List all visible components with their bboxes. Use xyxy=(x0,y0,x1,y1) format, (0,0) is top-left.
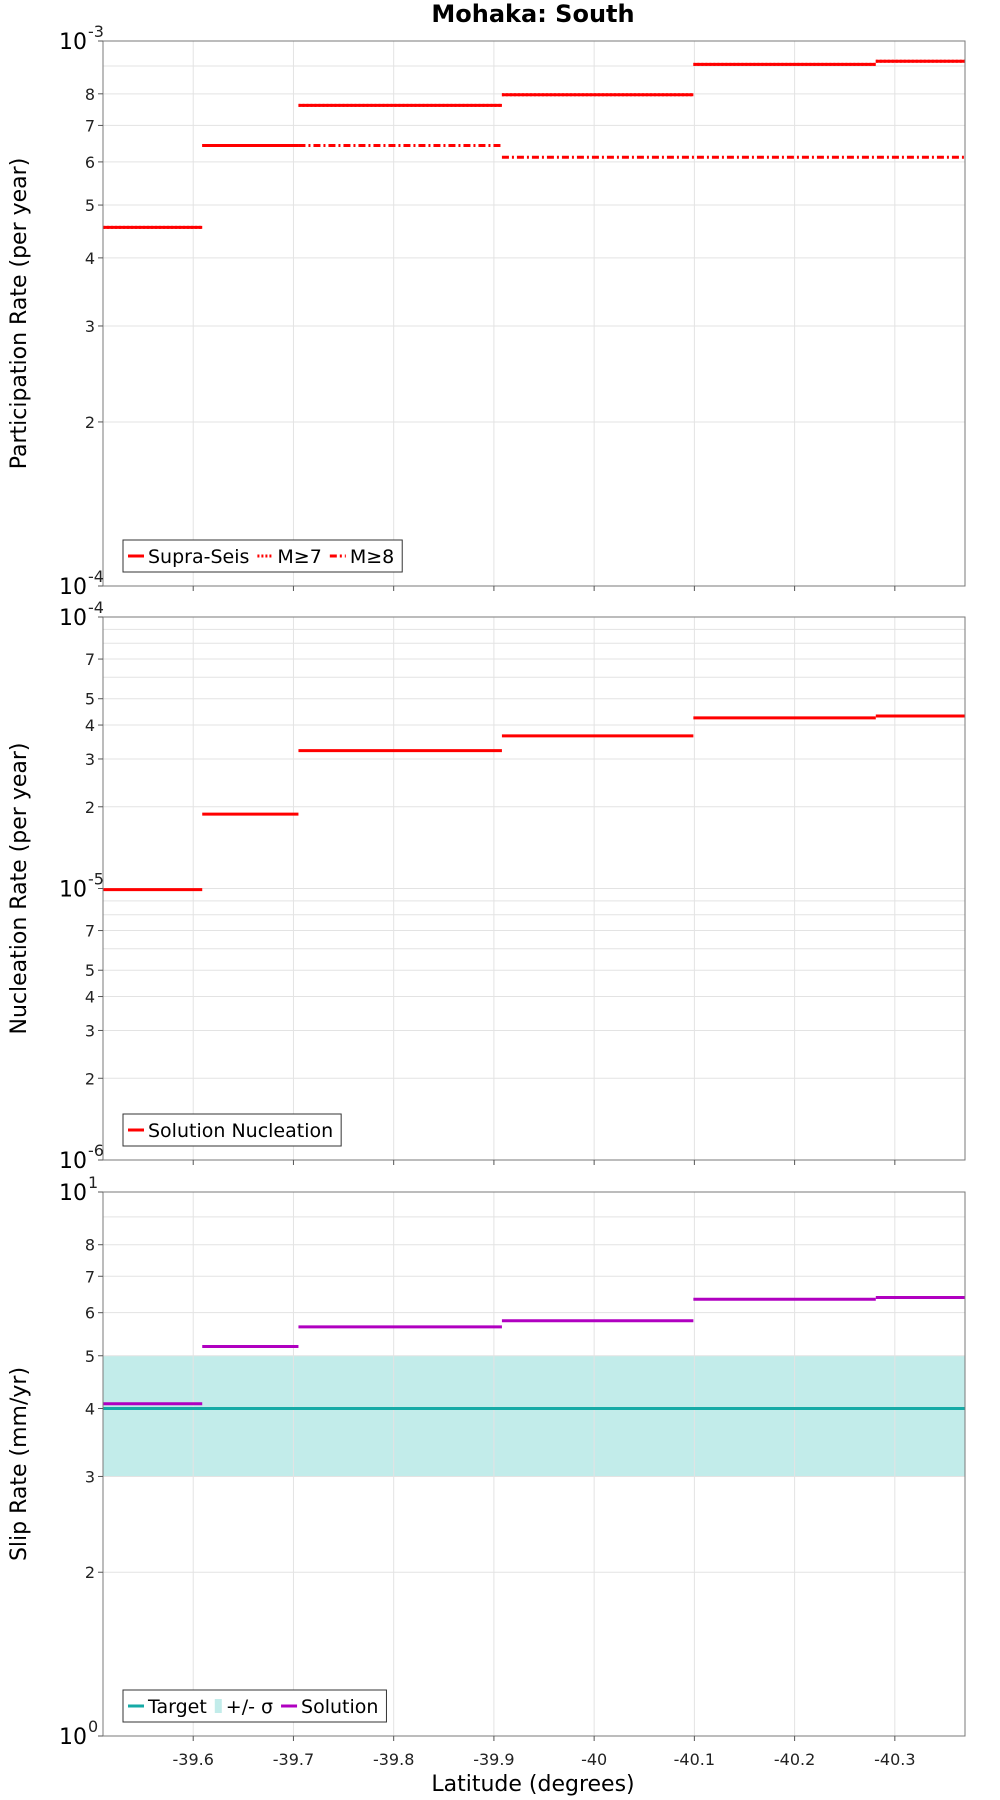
plot-area xyxy=(103,41,965,586)
y-decade-label: 10 -4 xyxy=(59,567,104,600)
sigma-band xyxy=(103,1355,965,1477)
decade-base: 10 xyxy=(59,878,87,903)
x-tick-label: -40.2 xyxy=(774,1750,815,1769)
legend: Target +/- σ Solution xyxy=(122,1689,387,1723)
y-tick-label: 2 xyxy=(85,1069,95,1088)
y-tick-label: 3 xyxy=(85,1467,95,1486)
legend: Supra-Seis M≥7 M≥8 xyxy=(122,539,403,573)
x-tick-label: -40 xyxy=(581,1750,607,1769)
legend-swatch xyxy=(214,1699,222,1713)
legend-label: Target xyxy=(147,1696,207,1718)
y-tick-label: 4 xyxy=(85,249,95,268)
y-tick-label: 3 xyxy=(85,1021,95,1040)
y-tick-label: 4 xyxy=(85,716,95,735)
y-tick-label: 5 xyxy=(85,196,95,215)
y-decade-label: 10 0 xyxy=(59,1717,98,1750)
decade-exponent: -3 xyxy=(88,22,104,41)
y-tick-label: 4 xyxy=(85,1399,95,1418)
y-tick-label: 3 xyxy=(85,317,95,336)
x-tick-label: -39.6 xyxy=(173,1750,214,1769)
decade-exponent: 1 xyxy=(88,1173,98,1192)
y-tick-label: 7 xyxy=(85,116,95,135)
y-tick-label: 8 xyxy=(85,1236,95,1255)
y-tick-label: 5 xyxy=(85,690,95,709)
decade-base: 10 xyxy=(59,575,87,600)
y-tick-label: 8 xyxy=(85,85,95,104)
decade-exponent: -4 xyxy=(88,598,104,617)
y-tick-label: 2 xyxy=(85,1563,95,1582)
y-tick-label: 2 xyxy=(85,413,95,432)
y-axis-label: Participation Rate (per year) xyxy=(7,158,32,470)
plot-frame xyxy=(102,40,966,587)
decade-exponent: -5 xyxy=(88,870,104,889)
y-decade-label: 10 -6 xyxy=(59,1141,104,1174)
legend-box xyxy=(122,1689,387,1723)
y-tick-label: 7 xyxy=(85,922,95,941)
legend: Solution Nucleation xyxy=(122,1113,342,1147)
legend-label: Solution Nucleation xyxy=(148,1120,333,1142)
y-tick-label: 6 xyxy=(85,153,95,172)
y-decade-label: 10 1 xyxy=(59,1173,98,1206)
x-tick-label: -39.8 xyxy=(373,1750,414,1769)
y-tick-label: 5 xyxy=(85,961,95,980)
y-tick-label: 7 xyxy=(85,650,95,669)
x-tick-label: -39.9 xyxy=(473,1750,514,1769)
decade-base: 10 xyxy=(59,606,87,631)
chart-title: Mohaka: South xyxy=(431,0,634,28)
x-tick-label: -40.1 xyxy=(674,1750,715,1769)
series-m-7 xyxy=(103,59,965,229)
series-solution-nucleation xyxy=(103,714,965,892)
y-tick-label: 7 xyxy=(85,1267,95,1286)
legend-label: Supra-Seis xyxy=(148,546,249,568)
x-tick-label: -39.7 xyxy=(273,1750,314,1769)
y-axis-label: Slip Rate (mm/yr) xyxy=(7,1367,32,1561)
decade-base: 10 xyxy=(59,30,87,55)
decade-exponent: -4 xyxy=(88,567,104,586)
y-axis-label: Nucleation Rate (per year) xyxy=(7,743,32,1035)
decade-base: 10 xyxy=(59,1725,87,1750)
y-tick-label: 6 xyxy=(85,1304,95,1323)
legend-label: M≥8 xyxy=(350,546,394,568)
decade-exponent: -6 xyxy=(88,1141,104,1160)
y-decade-label: 10 -3 xyxy=(59,22,104,55)
legend-label: +/- σ xyxy=(226,1696,273,1718)
series-solution xyxy=(103,1295,965,1406)
x-axis-label: Latitude (degrees) xyxy=(431,1772,634,1797)
plot-frame xyxy=(102,1191,966,1737)
y-tick-label: 5 xyxy=(85,1347,95,1366)
y-decade-label: 10 -5 xyxy=(59,870,104,903)
x-tick-label: -40.3 xyxy=(874,1750,915,1769)
y-tick-label: 3 xyxy=(85,750,95,769)
y-tick-label: 4 xyxy=(85,988,95,1007)
decade-base: 10 xyxy=(59,1149,87,1174)
legend-box xyxy=(122,1113,342,1147)
series-m-8 xyxy=(298,144,965,159)
legend-label: M≥7 xyxy=(277,546,321,568)
decade-base: 10 xyxy=(59,1181,87,1206)
y-tick-label: 2 xyxy=(85,798,95,817)
decade-exponent: 0 xyxy=(88,1717,98,1736)
legend-label: Solution xyxy=(301,1696,378,1718)
panel-3: -39.6 -39.7 -39.8 -39.9 -40 -40.1 -40.2 -40.3 2 3… xyxy=(7,1173,966,1769)
y-decade-label: 10 -4 xyxy=(59,598,104,631)
